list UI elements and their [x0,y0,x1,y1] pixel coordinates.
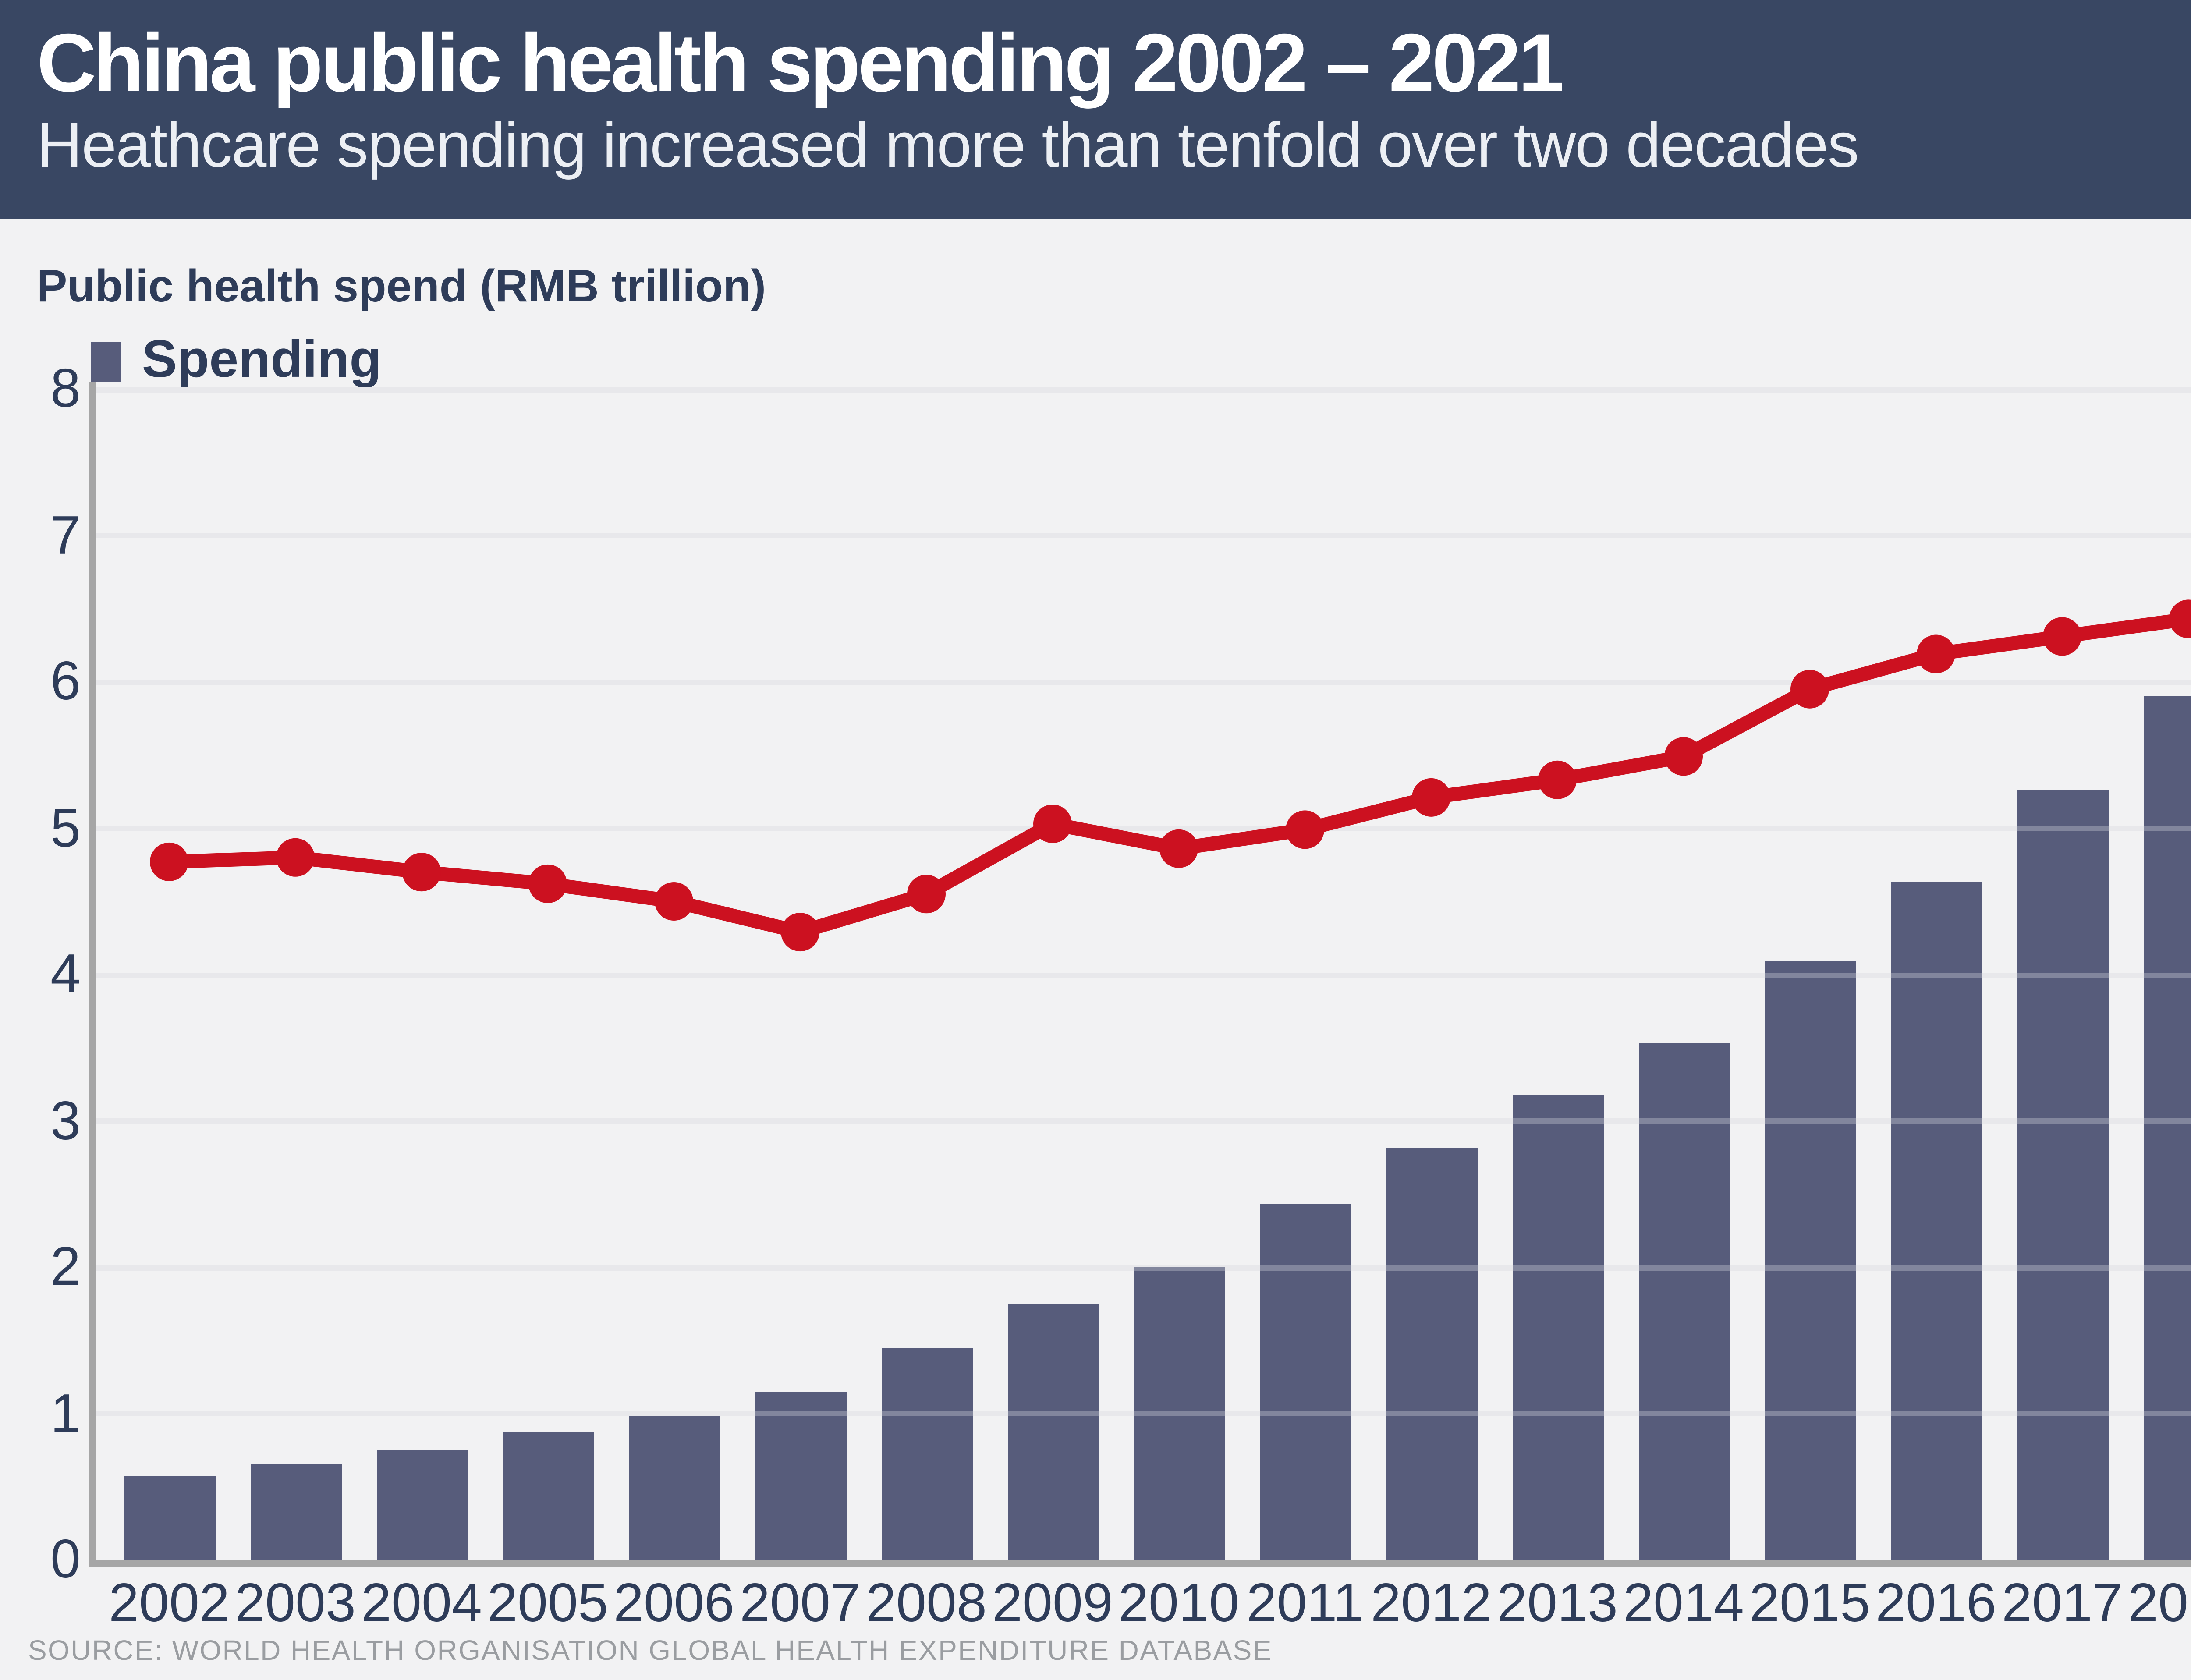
left-tick-8: 8 [50,358,81,419]
bar-2009 [1007,1304,1098,1560]
legend-spending-label: Spending [142,331,382,389]
axis-frame [89,382,2191,1567]
gridline-8 [96,386,2191,392]
bar-2010 [1133,1267,1224,1560]
bar-2014 [1638,1043,1729,1560]
gridline-overlay-1 [96,1411,2191,1416]
year-label-2008: 2008 [866,1572,987,1634]
year-label-2017: 2017 [2002,1572,2123,1634]
page-subtitle: Heathcare spending increased more than t… [37,109,1859,181]
bar-2006 [628,1416,720,1560]
year-label-2003: 2003 [235,1572,356,1634]
year-label-2013: 2013 [1497,1572,1618,1634]
left-tick-4: 4 [50,943,81,1004]
year-label-2011: 2011 [1246,1572,1364,1634]
year-label-2002: 2002 [109,1572,230,1634]
year-label-2015: 2015 [1749,1572,1870,1634]
bar-2011 [1259,1204,1351,1560]
bar-2015 [1764,961,1855,1560]
gridline-overlay-4 [96,972,2191,977]
gridline-7 [96,533,2191,538]
left-tick-3: 3 [50,1089,81,1151]
left-tick-5: 5 [50,797,81,858]
left-tick-0: 0 [50,1528,81,1590]
gridline-overlay-8 [96,386,2191,392]
gridline-overlay-7 [96,533,2191,538]
bar-2005 [502,1432,593,1560]
year-label-2005: 2005 [487,1572,608,1634]
bar-2004 [376,1449,467,1560]
bar-2012 [1386,1148,1477,1560]
page-title: China public health spending 2002 – 2021 [37,16,1564,109]
left-axis-title: Public health spend (RMB trillion) [37,259,766,312]
legend-spending: Spending [91,326,382,396]
year-label-2009: 2009 [992,1572,1113,1634]
left-tick-7: 7 [50,504,81,565]
year-label-2014: 2014 [1623,1572,1744,1634]
left-tick-1: 1 [50,1382,81,1443]
bar-2016 [1890,882,1982,1560]
bar-2002 [124,1475,215,1560]
year-label-2004: 2004 [361,1572,482,1634]
bar-2008 [881,1347,972,1560]
year-label-2012: 2012 [1371,1572,1492,1634]
left-tick-6: 6 [50,650,81,712]
year-label-2007: 2007 [740,1572,861,1634]
header-band: China public health spending 2002 – 2021… [0,0,2191,219]
spending-swatch-icon [91,341,121,381]
year-label-2018: 2018 [2128,1572,2191,1634]
gridline-overlay-3 [96,1118,2191,1124]
gridline-overlay-2 [96,1265,2191,1270]
year-label-2006: 2006 [613,1572,734,1634]
left-tick-2: 2 [50,1236,81,1297]
gridline-4 [96,972,2191,977]
bar-2007 [755,1391,846,1560]
year-label-2016: 2016 [1875,1572,1996,1634]
bar-2003 [250,1463,341,1560]
source-note: SOURCE: WORLD HEALTH ORGANISATION GLOBAL… [28,1637,1273,1667]
bar-2013 [1512,1096,1603,1560]
year-label-2010: 2010 [1118,1572,1239,1634]
